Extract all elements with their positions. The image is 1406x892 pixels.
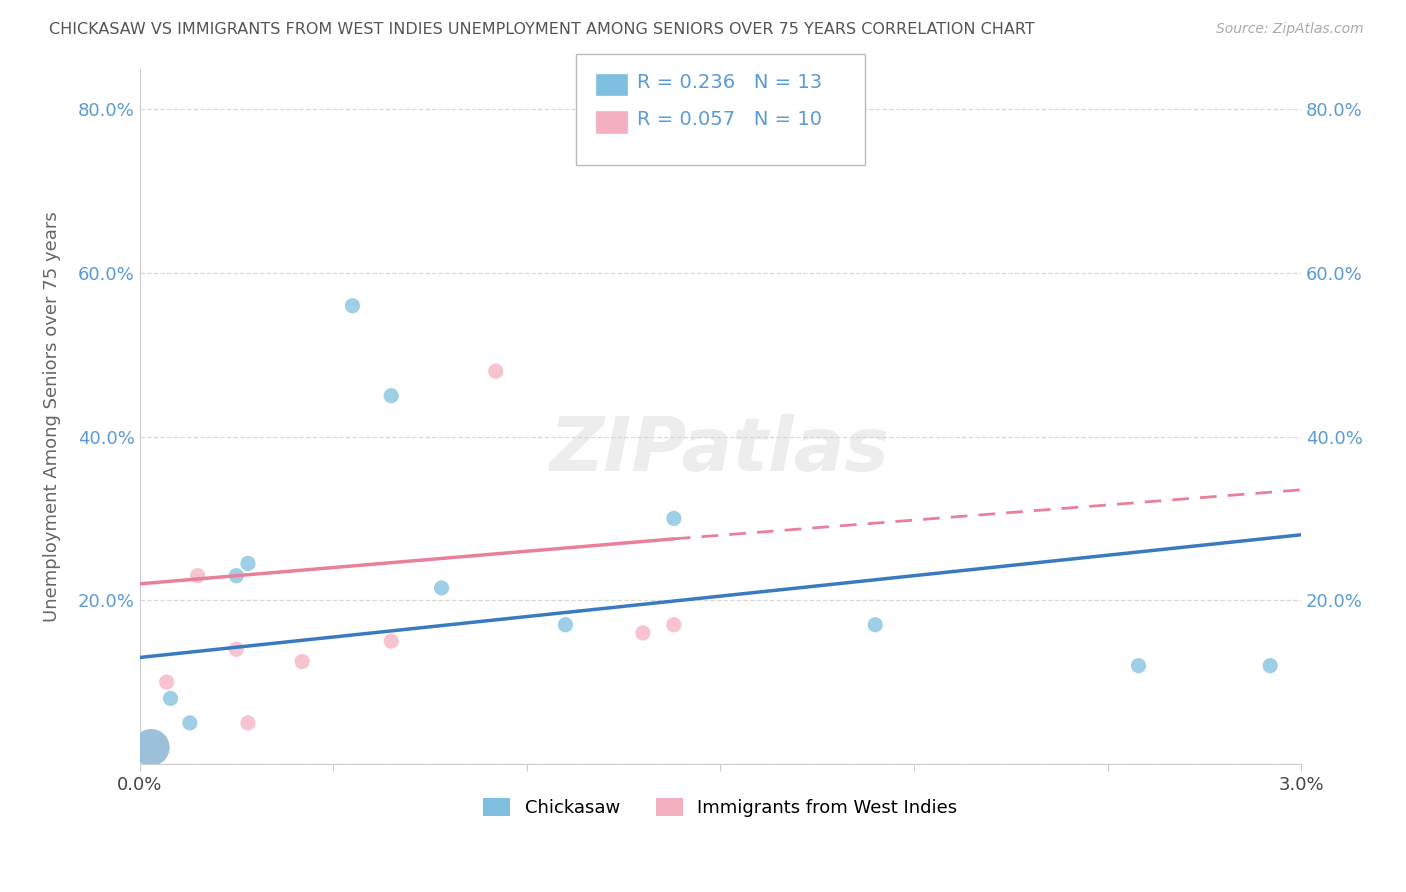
Point	[225, 642, 247, 657]
Point	[631, 626, 654, 640]
Point	[1128, 658, 1150, 673]
Point	[430, 581, 453, 595]
Point	[236, 715, 259, 730]
Point	[554, 617, 576, 632]
Point	[159, 691, 181, 706]
Point	[662, 617, 685, 632]
Point	[380, 634, 402, 648]
Point	[1258, 658, 1281, 673]
Point	[139, 740, 162, 755]
Point	[225, 568, 247, 582]
Y-axis label: Unemployment Among Seniors over 75 years: Unemployment Among Seniors over 75 years	[44, 211, 60, 622]
Point	[662, 511, 685, 525]
Point	[485, 364, 508, 378]
Point	[139, 740, 162, 755]
Text: CHICKASAW VS IMMIGRANTS FROM WEST INDIES UNEMPLOYMENT AMONG SENIORS OVER 75 YEAR: CHICKASAW VS IMMIGRANTS FROM WEST INDIES…	[49, 22, 1035, 37]
Point	[156, 675, 179, 690]
Legend: Chickasaw, Immigrants from West Indies: Chickasaw, Immigrants from West Indies	[475, 790, 965, 824]
Point	[291, 655, 314, 669]
Text: R = 0.236   N = 13: R = 0.236 N = 13	[637, 72, 823, 92]
Text: Source: ZipAtlas.com: Source: ZipAtlas.com	[1216, 22, 1364, 37]
Point	[179, 715, 201, 730]
Point	[187, 568, 209, 582]
Point	[863, 617, 886, 632]
Point	[342, 299, 364, 313]
Point	[236, 557, 259, 571]
Text: R = 0.057   N = 10: R = 0.057 N = 10	[637, 110, 823, 129]
Point	[380, 389, 402, 403]
Text: ZIPatlas: ZIPatlas	[550, 415, 890, 487]
